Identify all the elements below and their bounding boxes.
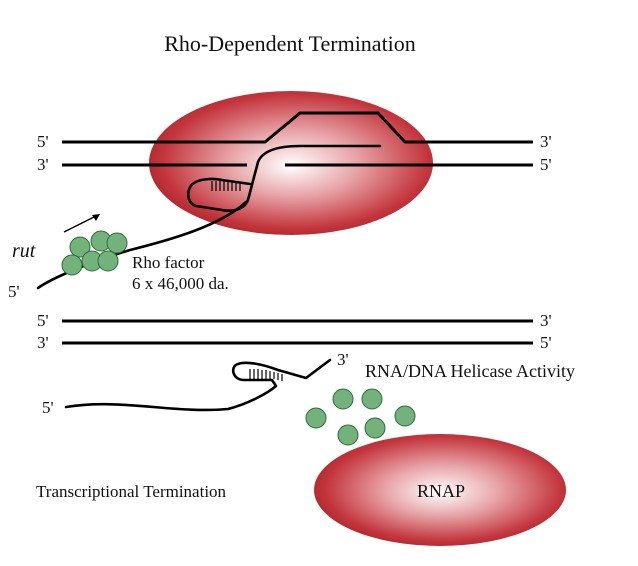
rna-label-3prime-bottom: 3'	[337, 350, 349, 369]
rho-factor-mass-label: 6 x 46,000 da.	[132, 274, 229, 293]
rho-subunit	[106, 232, 128, 254]
rho-subunit	[69, 236, 91, 258]
nascent-rna-top	[186, 144, 382, 212]
dna-label-5prime-bottom-right: 5'	[540, 333, 552, 352]
rho-subunit	[361, 388, 383, 410]
rna-polymerase-top	[149, 91, 433, 235]
rho-subunits-released	[305, 388, 416, 446]
rho-subunit	[332, 388, 354, 410]
bottom-panel: 5' 3' 3' 5' 5' 3' RNA/DNA Helicase Activ…	[36, 311, 575, 546]
dna-label-3prime-top-left: 3'	[37, 155, 49, 174]
diagram-title: Rho-Dependent Termination	[164, 31, 416, 56]
rho-hexamer-top	[61, 230, 128, 276]
dna-label-5prime-top-left: 5'	[37, 132, 49, 151]
rnap-label: RNAP	[417, 481, 465, 501]
rho-subunit	[97, 250, 119, 272]
rut-arrow	[63, 214, 99, 233]
transcriptional-termination-label: Transcriptional Termination	[36, 482, 227, 501]
dna-label-3prime-bottom-left: 3'	[37, 333, 49, 352]
rna-label-5prime-bottom: 5'	[42, 398, 54, 417]
rho-factor-label: Rho factor	[132, 253, 205, 272]
rut-arrowhead	[92, 214, 100, 221]
rho-subunit	[364, 417, 386, 439]
rnap-released	[314, 434, 566, 546]
rna-tail-top	[36, 200, 248, 290]
rho-subunit	[305, 407, 327, 429]
dna-label-5prime-top-right: 5'	[540, 155, 552, 174]
dna-template-strand-top	[62, 111, 533, 144]
dna-label-3prime-bottom-right: 3'	[540, 311, 552, 330]
rho-subunit	[394, 405, 416, 427]
rut-label: rut	[12, 240, 36, 262]
dna-label-5prime-bottom-left: 5'	[37, 311, 49, 330]
top-panel: 5' 3' 3' 5' rut 5' Rho factor 6 x 46,000…	[8, 91, 552, 301]
rna-label-5prime-top: 5'	[8, 282, 20, 301]
rna-hairpin-stem-bottom	[249, 369, 283, 381]
rho-subunit	[61, 254, 83, 276]
released-rna	[64, 358, 332, 412]
helicase-activity-label: RNA/DNA Helicase Activity	[365, 361, 575, 381]
rna-hairpin-stem-top	[211, 181, 241, 191]
dna-label-3prime-top-right: 3'	[540, 132, 552, 151]
rho-subunit	[337, 424, 359, 446]
